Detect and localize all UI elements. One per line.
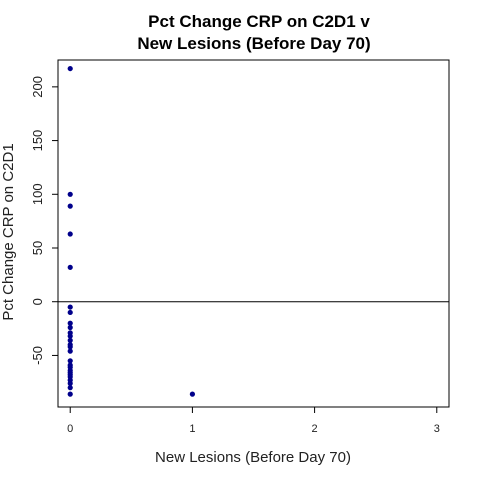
y-tick-label: 100 — [30, 183, 45, 205]
data-point — [68, 204, 73, 209]
data-point — [68, 310, 73, 315]
data-point — [68, 192, 73, 197]
data-point — [68, 392, 73, 397]
data-point — [68, 385, 73, 390]
data-point — [68, 265, 73, 270]
data-point — [68, 231, 73, 236]
y-tick-label: 150 — [30, 130, 45, 152]
plot-frame — [58, 60, 449, 407]
x-axis-label: New Lesions (Before Day 70) — [155, 449, 351, 466]
x-tick-label: 1 — [189, 423, 195, 435]
chart-title-line-2: New Lesions (Before Day 70) — [137, 34, 370, 53]
x-axis: 0 1 2 3 — [67, 407, 440, 435]
data-point — [68, 66, 73, 71]
chart-title-line-1: Pct Change CRP on C2D1 v — [148, 12, 370, 31]
y-tick-label: 0 — [30, 298, 45, 305]
y-axis: -50 0 50 100 150 200 — [30, 76, 58, 365]
x-tick-label: 0 — [67, 423, 73, 435]
data-point — [190, 392, 195, 397]
x-tick-label: 2 — [312, 423, 318, 435]
x-tick-label: 3 — [434, 423, 440, 435]
y-axis-label: Pct Change CRP on C2D1 — [0, 143, 17, 320]
data-point — [68, 304, 73, 309]
data-points — [68, 66, 195, 397]
y-tick-label: 50 — [30, 241, 45, 255]
y-tick-label: 200 — [30, 76, 45, 98]
data-point — [68, 325, 73, 330]
data-point — [68, 349, 73, 354]
y-tick-label: -50 — [30, 346, 45, 365]
